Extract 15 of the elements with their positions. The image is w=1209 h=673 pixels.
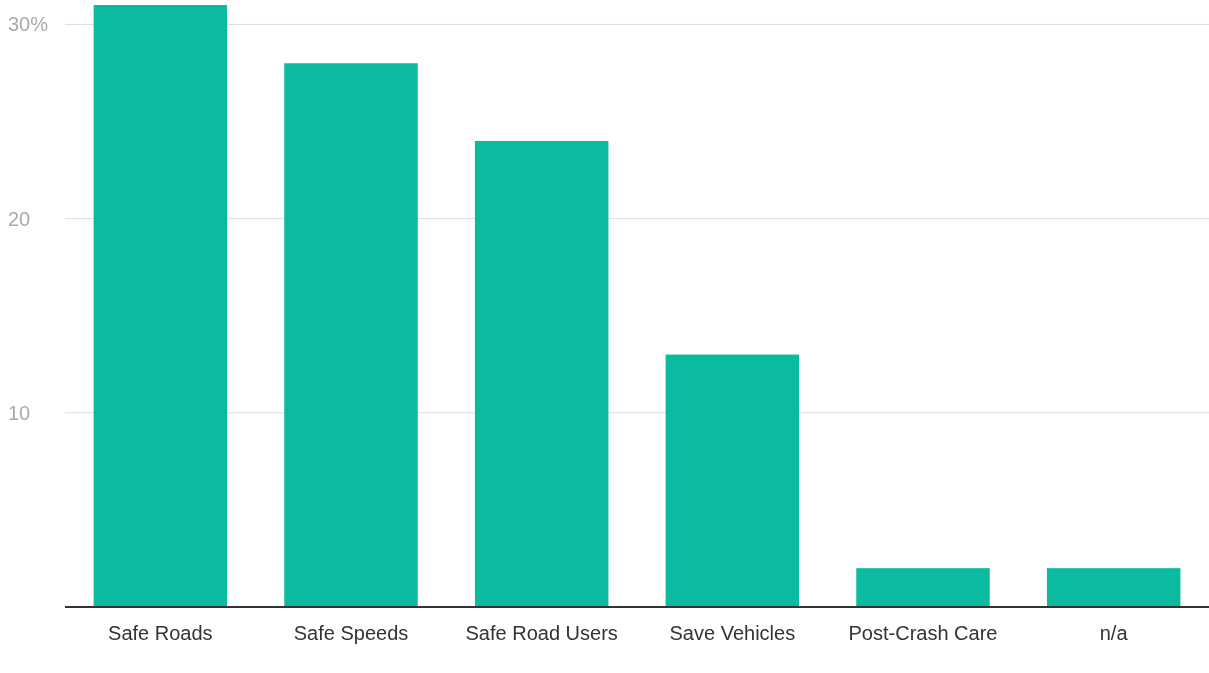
x-tick-label: Safe Roads [108, 622, 213, 644]
bar [474, 140, 609, 607]
y-tick-label: 10 [8, 401, 31, 424]
bar [1046, 568, 1181, 607]
bar [93, 5, 228, 607]
x-tick-label: Save Vehicles [669, 622, 796, 644]
x-tick-label: Safe Road Users [465, 622, 618, 644]
y-tick-label: 20 [8, 207, 31, 230]
bar [284, 63, 418, 607]
bar [856, 568, 990, 607]
x-tick-label: Post-Crash Care [848, 622, 998, 644]
x-tick-label: n/a [1099, 622, 1129, 644]
bar [665, 354, 800, 607]
y-tick-label: 30% [8, 13, 49, 36]
x-tick-label: Safe Speeds [293, 622, 409, 644]
